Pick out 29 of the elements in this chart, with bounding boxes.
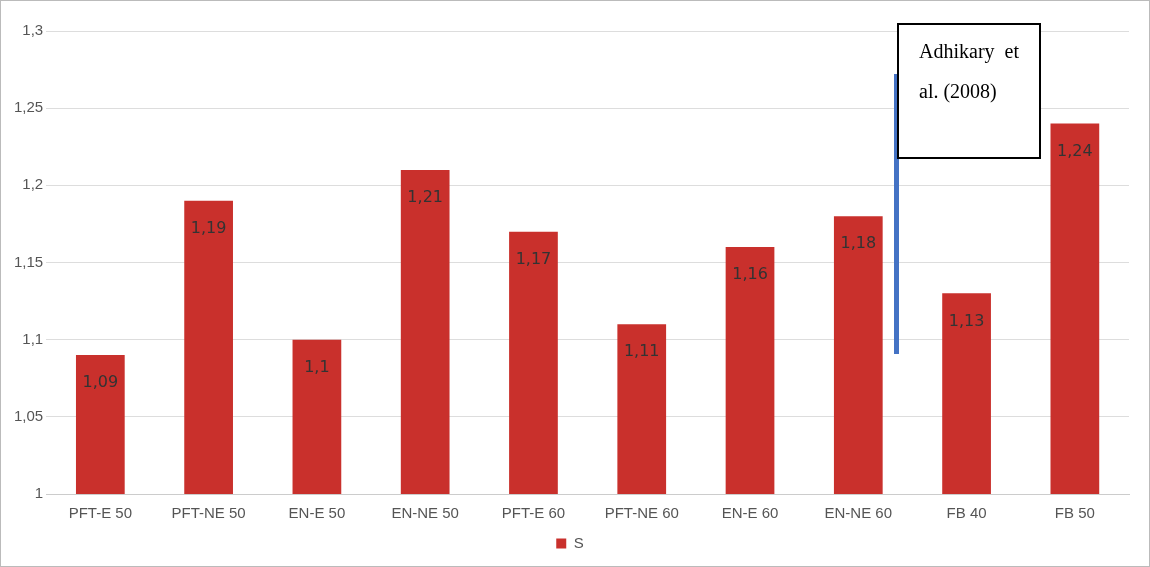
annotation: Adhikary et al. (2008) [919, 39, 1019, 105]
legend-label: S [573, 533, 584, 551]
x-tick-label: PFT-E 50 [68, 504, 133, 522]
x-tick-label: PFT-E 60 [501, 504, 566, 522]
y-tick-label: 1 [34, 484, 44, 502]
data-label: 1,16 [732, 264, 768, 284]
data-label: 1,24 [1057, 140, 1093, 160]
x-tick-label: EN-E 60 [721, 504, 779, 522]
x-tick-label: EN-NE 50 [391, 504, 459, 522]
data-label: 1,19 [190, 217, 227, 237]
data-label: 1,09 [82, 372, 119, 392]
x-tick-label: FB 40 [946, 504, 987, 522]
x-tick-label: EN-NE 60 [824, 504, 893, 522]
data-label: 1,18 [840, 233, 877, 253]
y-tick-label: 1,15 [13, 252, 44, 270]
x-tick-label: FB 50 [1054, 504, 1095, 522]
x-tick-label: PFT-NE 50 [171, 504, 246, 522]
data-label: 1,21 [407, 187, 443, 207]
x-tick-label: PFT-NE 60 [604, 504, 679, 522]
y-tick-label: 1,25 [13, 98, 44, 116]
data-label: 1,11 [623, 341, 660, 361]
y-tick-label: 1,1 [22, 329, 44, 347]
y-tick-label: 1,3 [22, 21, 44, 39]
x-tick-label: EN-E 50 [288, 504, 346, 522]
y-tick-label: 1,05 [13, 406, 44, 424]
data-label: 1,17 [515, 248, 552, 268]
y-tick-label: 1,2 [22, 175, 44, 193]
data-label: 1,13 [948, 310, 985, 330]
data-label: 1,1 [304, 356, 330, 376]
